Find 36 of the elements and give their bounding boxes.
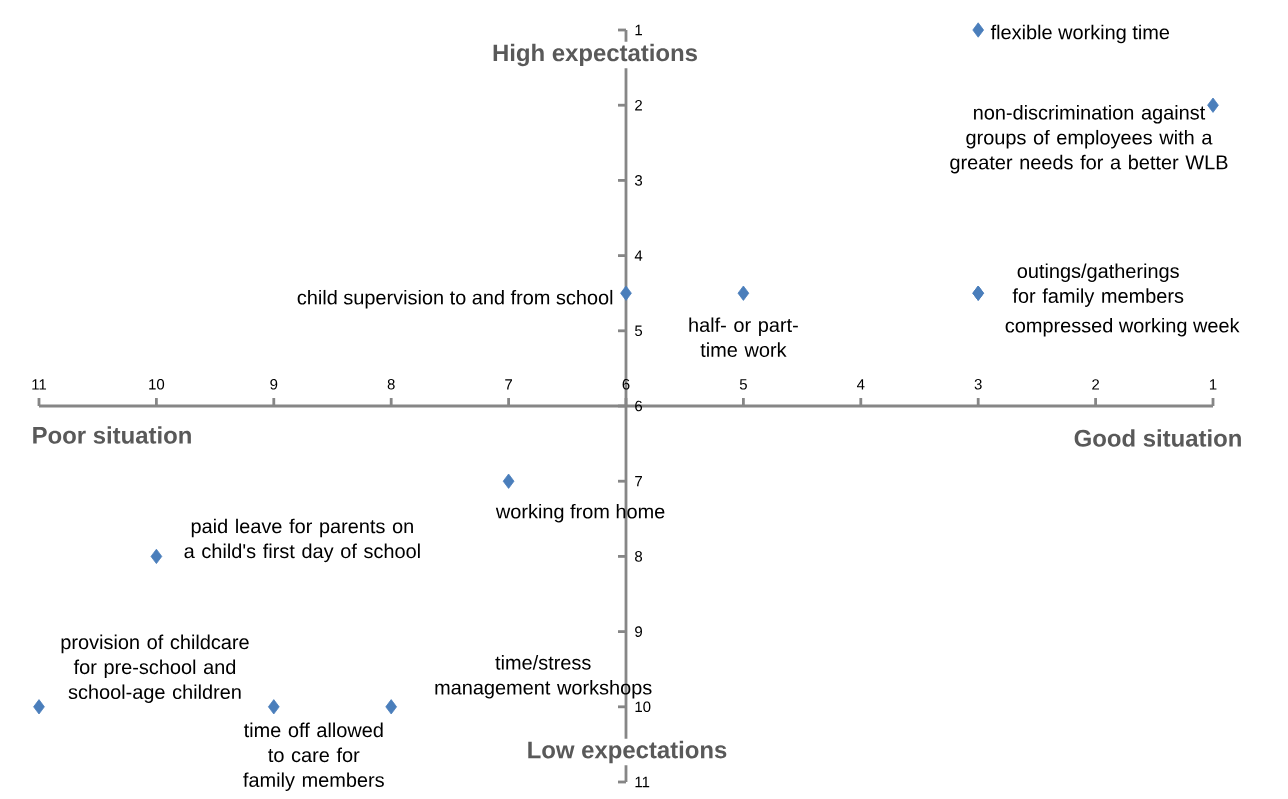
x-tick-label: 6: [622, 379, 630, 390]
y-tick-label: 7: [635, 476, 642, 487]
annotation: provision of childcare for pre-school and school-age children: [61, 634, 249, 703]
x-tick-label: 10: [149, 379, 165, 390]
x-tick-label: 9: [270, 379, 278, 390]
x-tick-label: 7: [505, 379, 512, 390]
x-tick-label: 11: [32, 379, 47, 390]
annotation: Poor situation: [33, 426, 191, 444]
annotation: time/stress management workshops: [435, 655, 652, 699]
y-tick-label: 10: [635, 701, 651, 713]
annotation: compressed working week: [1005, 317, 1240, 337]
x-tick-label: 5: [739, 379, 747, 390]
annotation: working from home: [495, 503, 665, 523]
annotation: Low expectations: [528, 740, 727, 764]
y-tick-label: 6: [635, 400, 643, 412]
annotation: paid leave for parents on a child's first day of school: [184, 518, 420, 563]
annotation: child supervision to and from school: [297, 289, 613, 309]
annotation: half- or part-time work: [689, 317, 798, 357]
y-tick-label: 9: [635, 626, 642, 637]
x-tick-label: 1: [1209, 379, 1217, 390]
y-tick-label: 4: [634, 250, 643, 261]
y-tick-label: 2: [635, 99, 642, 111]
y-tick-label: 1: [635, 24, 642, 36]
y-tick-label: 3: [634, 175, 643, 186]
x-tick-label: 4: [856, 379, 865, 390]
annotation: non-discrimination against groups of employees with a greater needs for a better WLB: [950, 105, 1228, 174]
annotation: flexible working time: [990, 24, 1170, 44]
annotation: High expectations: [493, 43, 697, 67]
x-tick-label: 2: [1092, 379, 1099, 390]
x-tick-label: 8: [387, 379, 395, 390]
y-tick-label: 11: [635, 776, 650, 788]
x-tick-label: 3: [974, 379, 982, 390]
y-tick-label: 8: [635, 551, 643, 562]
annotation: time off allowed to care for family members: [243, 722, 384, 791]
y-tick-label: 5: [634, 325, 643, 337]
annotation: Good situation: [1074, 429, 1241, 447]
